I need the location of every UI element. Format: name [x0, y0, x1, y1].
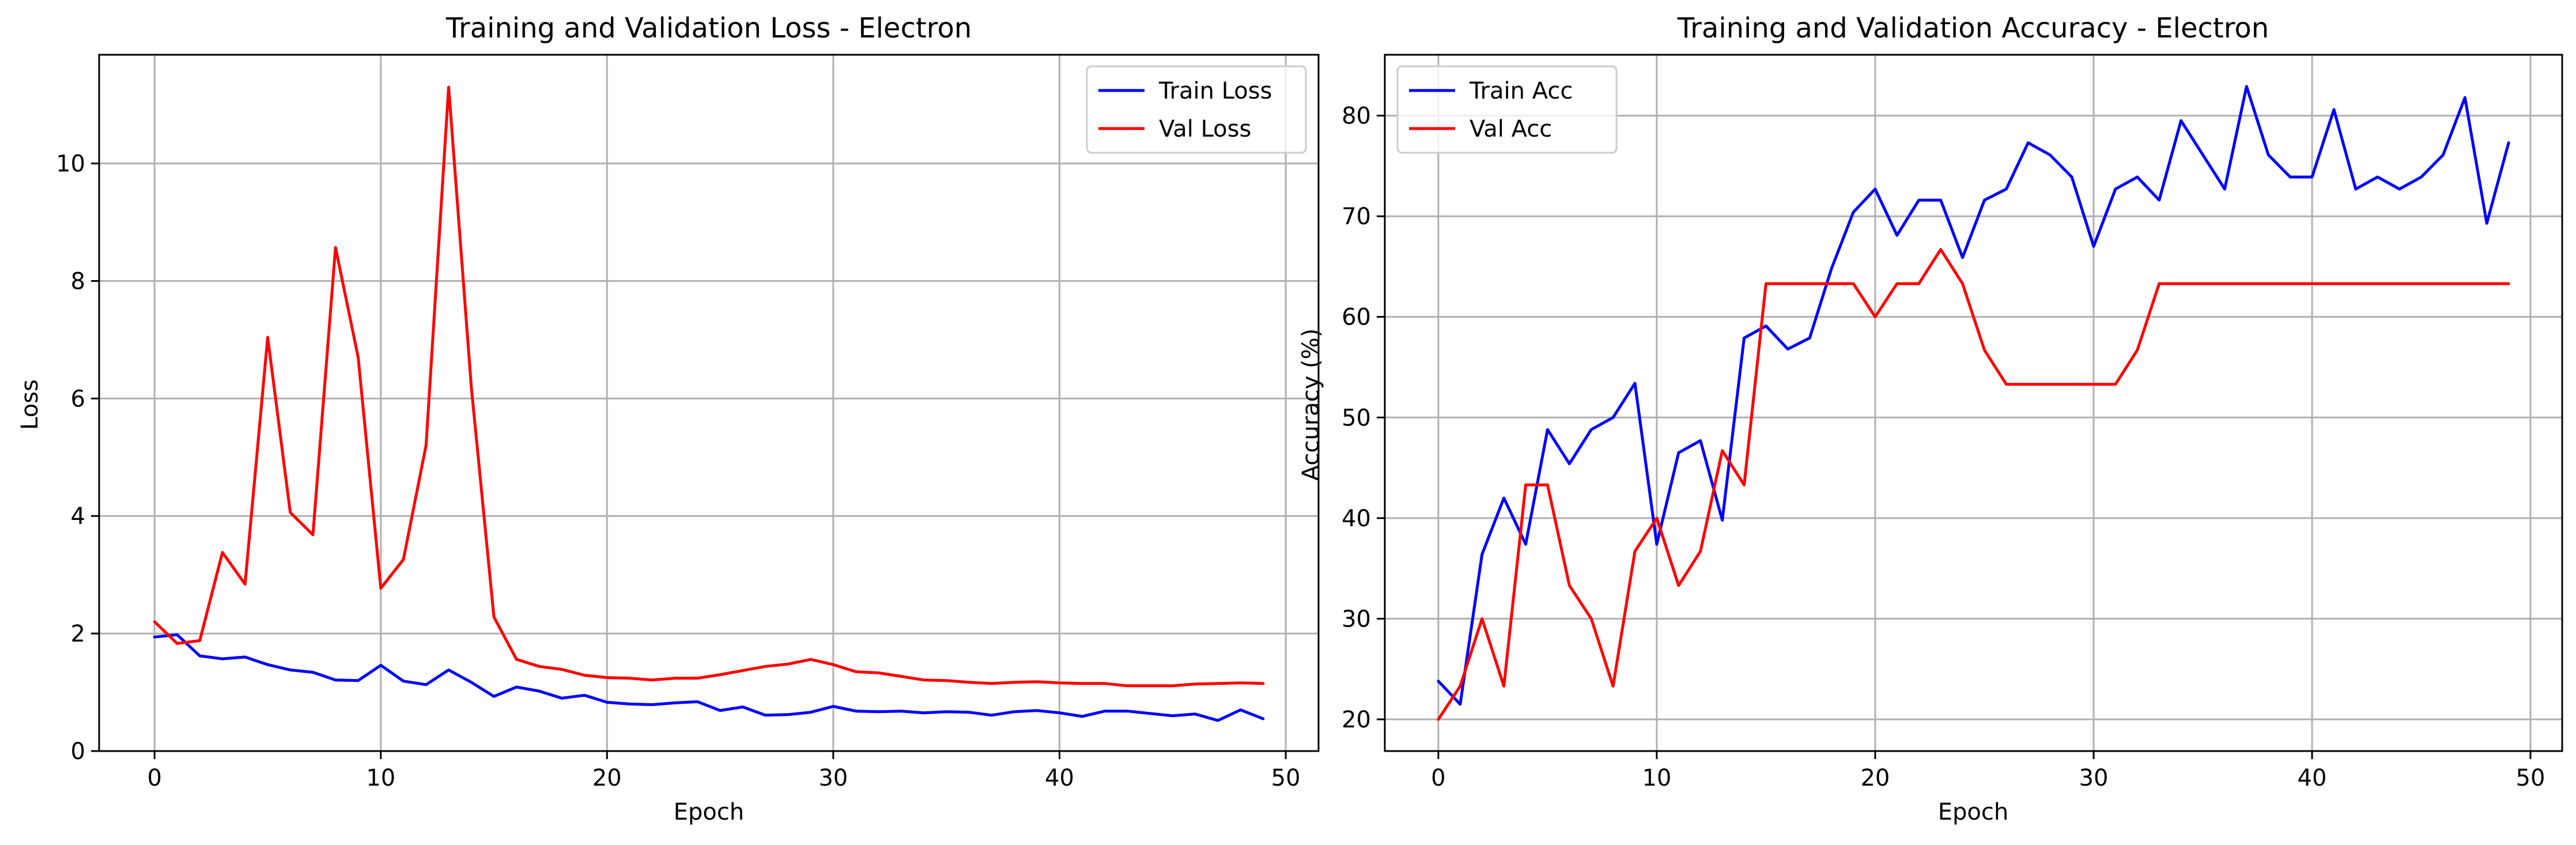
accuracy-series	[1437, 85, 2510, 721]
val-acc-line	[1437, 248, 2510, 721]
loss-x-axis-label: Epoch	[674, 799, 744, 825]
accuracy-y-tick-label: 70	[1342, 203, 1371, 230]
loss-y-tick-label: 2	[71, 621, 85, 647]
loss-x-tick-label: 0	[147, 765, 161, 791]
loss-x-tick-label: 40	[1045, 765, 1074, 791]
accuracy-legend: Train Acc Val Acc	[1396, 65, 1618, 154]
accuracy-x-tick-label: 50	[2516, 765, 2545, 791]
loss-x-tick-label: 30	[818, 765, 848, 791]
train-acc-line	[1437, 85, 2510, 706]
loss-chart: Training and Validation Loss - Electron …	[17, 12, 1320, 825]
val-loss-legend-label: Val Loss	[1159, 116, 1251, 142]
accuracy-x-tick-label: 0	[1431, 765, 1445, 791]
accuracy-grid	[1385, 55, 2562, 751]
loss-ticks: 0 10 20 30 40 50 0 2 4 6 8 10	[56, 151, 1300, 791]
val-loss-line	[153, 85, 1265, 688]
accuracy-y-axis-label: Accuracy (%)	[1298, 329, 1324, 481]
accuracy-chart: Training and Validation Accuracy - Elect…	[1298, 12, 2563, 825]
loss-y-tick-label: 8	[71, 269, 85, 295]
accuracy-x-axis-label: Epoch	[1938, 799, 2008, 825]
accuracy-y-tick-label: 50	[1342, 405, 1371, 431]
accuracy-plot-frame	[1384, 54, 2563, 752]
train-loss-line	[153, 633, 1265, 722]
accuracy-y-tick-label: 40	[1342, 506, 1371, 532]
loss-legend-box	[1086, 65, 1307, 154]
accuracy-y-tick-label: 80	[1342, 103, 1371, 130]
val-acc-legend-label: Val Acc	[1470, 116, 1552, 142]
accuracy-x-tick-label: 30	[2079, 765, 2109, 791]
accuracy-x-tick-label: 10	[1642, 765, 1671, 791]
loss-y-tick-label: 0	[71, 738, 85, 765]
accuracy-chart-title: Training and Validation Accuracy - Elect…	[1677, 12, 2269, 44]
loss-y-tick-label: 10	[56, 151, 85, 178]
loss-plot-frame	[98, 54, 1320, 752]
accuracy-x-tick-label: 20	[1860, 765, 1890, 791]
accuracy-ticks: 0 10 20 30 40 50 20 30 40 50 60 70 80	[1342, 103, 2545, 791]
accuracy-y-tick-label: 60	[1342, 304, 1371, 331]
accuracy-legend-box	[1396, 65, 1618, 154]
loss-y-tick-label: 6	[71, 386, 85, 412]
train-acc-legend-label: Train Acc	[1469, 78, 1573, 104]
loss-legend: Train Loss Val Loss	[1086, 65, 1307, 154]
loss-chart-title: Training and Validation Loss - Electron	[445, 12, 972, 44]
loss-y-tick-label: 4	[71, 503, 85, 530]
loss-series	[153, 85, 1265, 722]
train-loss-legend-label: Train Loss	[1158, 78, 1272, 104]
loss-x-tick-label: 20	[592, 765, 622, 791]
accuracy-x-tick-label: 40	[2298, 765, 2327, 791]
accuracy-y-tick-label: 20	[1342, 707, 1371, 733]
loss-x-tick-label: 50	[1271, 765, 1301, 791]
loss-x-tick-label: 10	[366, 765, 395, 791]
accuracy-y-tick-label: 30	[1342, 606, 1371, 632]
loss-y-axis-label: Loss	[17, 379, 43, 430]
